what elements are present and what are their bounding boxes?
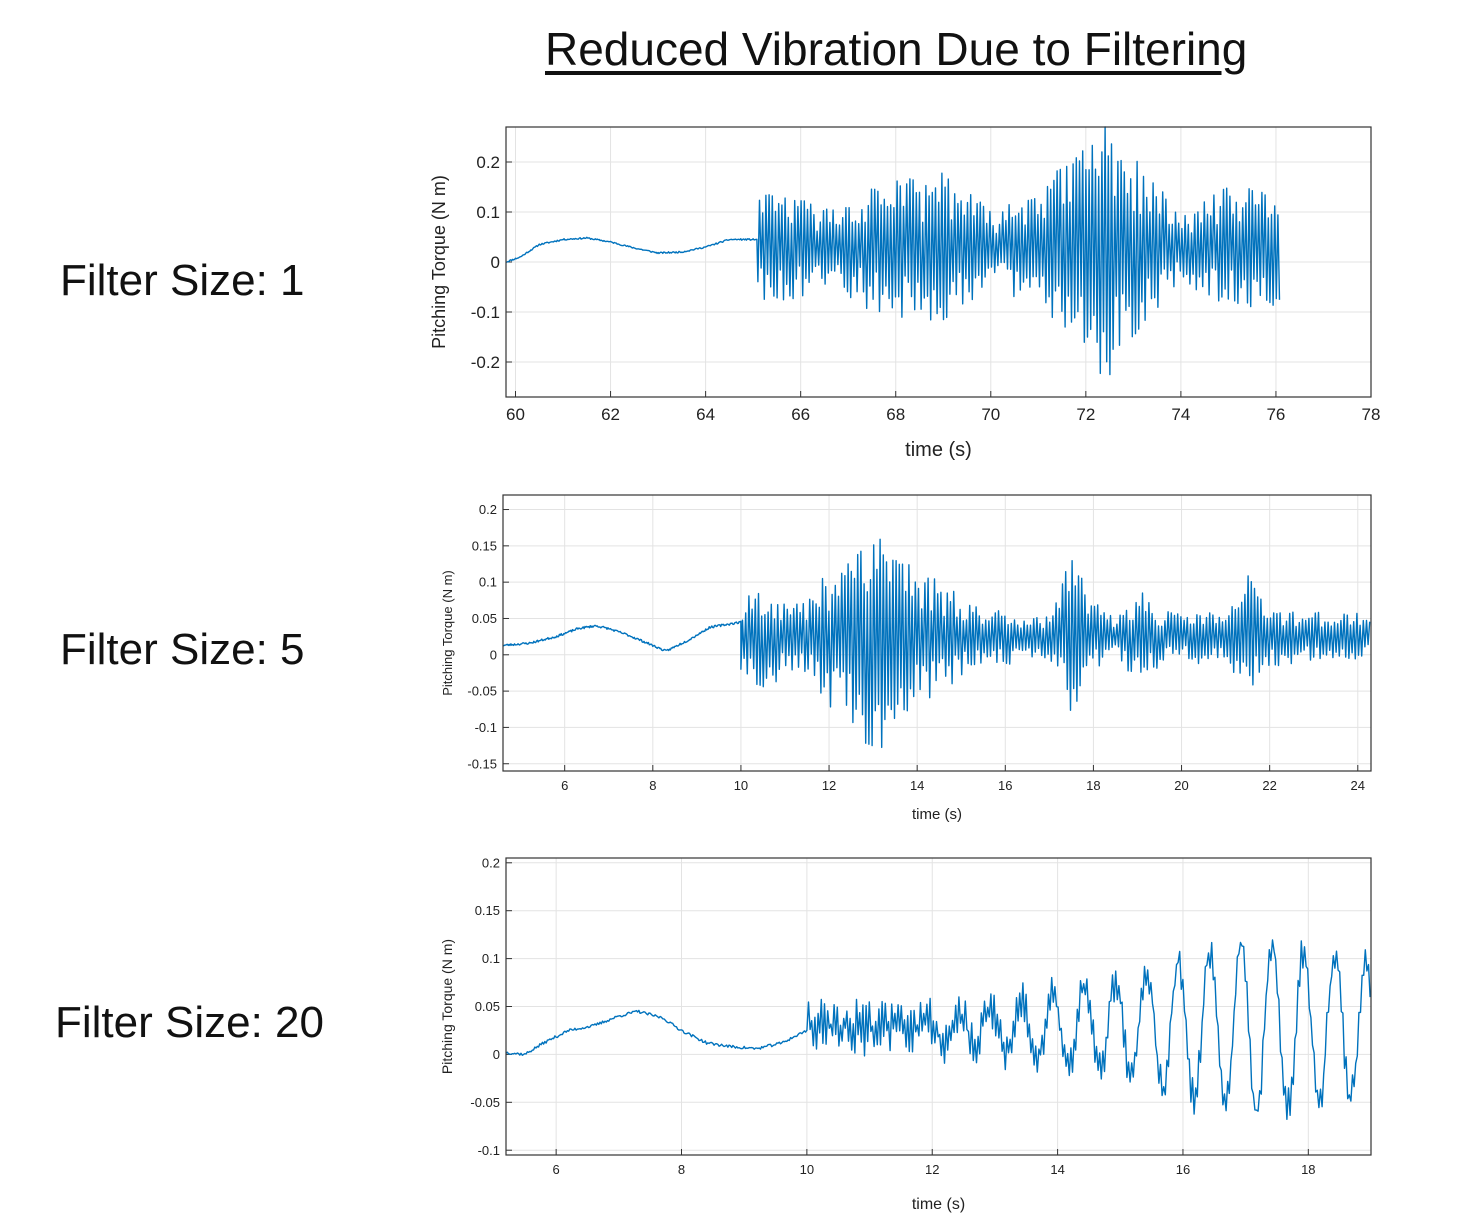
plot-area-frame — [502, 494, 1372, 772]
x-tick-label: 74 — [1171, 405, 1190, 424]
x-tick-label: 68 — [886, 405, 905, 424]
x-tick-label: 12 — [822, 778, 836, 793]
y-tick-label: 0 — [493, 1047, 500, 1062]
y-tick-label: -0.1 — [471, 303, 500, 322]
plot-area-frame — [505, 126, 1372, 398]
y-tick-label: 0.2 — [476, 153, 500, 172]
x-tick-label: 16 — [998, 778, 1012, 793]
ticks: 60 62 64 66 68 70 72 74 76 78 0.2 0.1 0 -0.1 -0.2 — [471, 153, 1381, 424]
filter-size-20-label: Filter Size: 20 — [55, 998, 324, 1047]
y-tick-label: -0.1 — [475, 720, 497, 735]
x-tick-label: 78 — [1362, 405, 1381, 424]
x-tick-label: 14 — [910, 778, 924, 793]
y-axis-label: Pitching Torque (N m) — [439, 939, 455, 1074]
y-tick-label: 0.15 — [472, 538, 497, 553]
x-tick-label: 14 — [1050, 1162, 1064, 1177]
x-tick-label: 60 — [506, 405, 525, 424]
y-tick-label: 0 — [491, 253, 500, 272]
x-tick-label: 64 — [696, 405, 715, 424]
y-tick-label: -0.05 — [467, 684, 497, 699]
x-tick-label: 12 — [925, 1162, 939, 1177]
y-tick-label: 0.15 — [475, 903, 500, 918]
y-axis-label: Pitching Torque (N m) — [429, 175, 449, 349]
x-axis-label: time (s) — [912, 806, 962, 823]
x-tick-label: 66 — [791, 405, 810, 424]
x-tick-label: 16 — [1176, 1162, 1190, 1177]
x-tick-label: 10 — [800, 1162, 814, 1177]
x-tick-label: 8 — [649, 778, 656, 793]
ticks: 6 8 10 12 14 16 18 0.2 0.15 0.1 0.05 0 -0.05 -0.1 — [470, 855, 1315, 1177]
x-tick-label: 76 — [1266, 405, 1285, 424]
y-tick-label: 0.2 — [482, 855, 500, 870]
filter-size-1-label: Filter Size: 1 — [60, 256, 305, 305]
x-tick-label: 20 — [1174, 778, 1188, 793]
y-tick-label: 0.05 — [475, 999, 500, 1014]
main-title: Reduced Vibration Due to Filtering — [545, 23, 1248, 75]
x-axis-label: time (s) — [912, 1196, 965, 1213]
y-tick-label: -0.15 — [467, 756, 497, 771]
y-tick-label: 0.1 — [479, 575, 497, 590]
ticks: 6 8 10 12 14 16 18 20 22 24 0.2 0.15 0.1 0.05 0 -0.05 -0… — [467, 502, 1365, 793]
data-series-line — [502, 538, 1371, 749]
y-tick-label: -0.2 — [471, 353, 500, 372]
x-tick-label: 22 — [1262, 778, 1276, 793]
y-tick-label: -0.05 — [470, 1095, 500, 1110]
x-tick-label: 72 — [1076, 405, 1095, 424]
y-tick-label: 0 — [490, 647, 497, 662]
data-series-line — [505, 126, 1281, 376]
filter-size-5-label: Filter Size: 5 — [60, 625, 305, 674]
plot-area-frame — [505, 857, 1372, 1156]
y-tick-label: 0.1 — [476, 203, 500, 222]
x-tick-label: 18 — [1301, 1162, 1315, 1177]
x-tick-label: 18 — [1086, 778, 1100, 793]
x-axis-label: time (s) — [905, 439, 972, 461]
x-tick-label: 10 — [734, 778, 748, 793]
x-tick-label: 24 — [1351, 778, 1365, 793]
x-tick-label: 6 — [553, 1162, 560, 1177]
y-tick-label: 0.05 — [472, 611, 497, 626]
x-tick-label: 6 — [561, 778, 568, 793]
y-tick-label: -0.1 — [478, 1143, 500, 1158]
y-axis-label: Pitching Torque (N m) — [440, 570, 455, 695]
x-tick-label: 62 — [601, 405, 620, 424]
grid — [506, 858, 1371, 1155]
y-tick-label: 0.2 — [479, 502, 497, 517]
x-tick-label: 8 — [678, 1162, 685, 1177]
y-tick-label: 0.1 — [482, 951, 500, 966]
x-tick-label: 70 — [981, 405, 1000, 424]
data-series-line — [505, 939, 1371, 1120]
